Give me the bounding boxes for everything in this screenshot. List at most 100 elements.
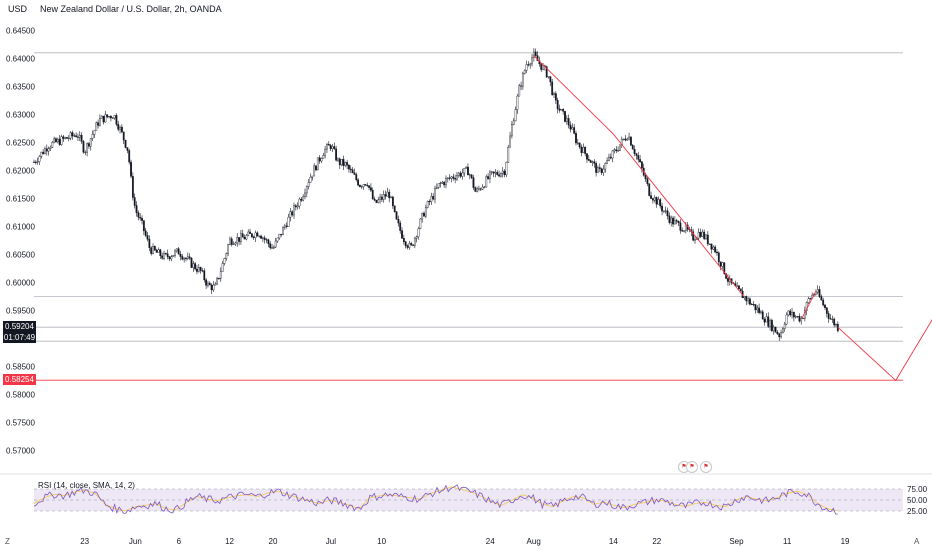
candle-body bbox=[77, 136, 79, 138]
symbol-title[interactable]: New Zealand Dollar / U.S. Dollar, 2h, OA… bbox=[40, 4, 222, 14]
x-axis-tick-label: Jun bbox=[129, 537, 142, 546]
candle-body bbox=[424, 207, 427, 217]
candle-body bbox=[769, 320, 771, 327]
candle-body bbox=[384, 194, 387, 197]
candle-body bbox=[736, 285, 739, 287]
candle-body bbox=[719, 261, 722, 267]
candle-body bbox=[302, 196, 305, 201]
candle-body bbox=[331, 146, 334, 149]
projection-path-drawing bbox=[837, 319, 932, 382]
candle-body bbox=[75, 135, 78, 138]
candle-body bbox=[315, 165, 317, 171]
candle-body bbox=[463, 167, 466, 174]
candle-body bbox=[489, 171, 491, 179]
candle-body bbox=[710, 243, 713, 250]
x-axis-tick-label: Jul bbox=[326, 537, 336, 546]
candle-body bbox=[333, 146, 336, 150]
auto-scale-button[interactable]: A bbox=[914, 537, 920, 546]
candle-body bbox=[421, 212, 424, 220]
candle-body bbox=[419, 218, 422, 229]
candle-body bbox=[617, 150, 620, 152]
candle-body bbox=[415, 236, 418, 239]
candle-body bbox=[126, 147, 129, 151]
economic-event-icon[interactable]: ⚑ bbox=[686, 461, 698, 473]
economic-event-icon[interactable]: ⚑ bbox=[700, 461, 712, 473]
candle-body bbox=[285, 225, 288, 227]
y-axis-tick-label: 0.58500 bbox=[6, 362, 35, 371]
candle-body bbox=[355, 174, 358, 180]
candle-body bbox=[582, 146, 585, 153]
x-axis-tick-label: 11 bbox=[783, 537, 792, 546]
target-price-tag: 0.58254 bbox=[3, 374, 36, 386]
candle-body bbox=[349, 168, 352, 171]
candle-body bbox=[106, 114, 109, 118]
candle-body bbox=[371, 190, 374, 200]
candle-body bbox=[437, 183, 440, 188]
candle-body bbox=[562, 109, 565, 112]
candle-body bbox=[296, 205, 299, 208]
candle-body bbox=[291, 211, 294, 216]
candle-body bbox=[778, 333, 781, 338]
candle-body bbox=[49, 147, 52, 149]
y-axis-tick-label: 0.61500 bbox=[6, 194, 35, 203]
candle-body bbox=[756, 307, 759, 311]
rsi-level-label: 50.00 bbox=[907, 496, 928, 505]
candle-body bbox=[739, 288, 742, 292]
rsi-indicator-label[interactable]: RSI (14, close, SMA, 14, 2) bbox=[38, 481, 135, 490]
candle-body bbox=[60, 136, 63, 145]
candle-body bbox=[783, 323, 786, 329]
y-axis-tick-label: 0.64000 bbox=[6, 54, 35, 63]
candle-body bbox=[155, 249, 158, 253]
candle-body bbox=[600, 168, 603, 173]
candle-body bbox=[66, 137, 68, 139]
candle-body bbox=[573, 127, 576, 134]
candle-body bbox=[53, 138, 56, 143]
candle-body bbox=[545, 66, 548, 78]
candle-body bbox=[271, 247, 273, 249]
candle-body bbox=[586, 153, 588, 160]
candle-body bbox=[492, 171, 495, 174]
candle-body bbox=[580, 146, 583, 153]
candle-body bbox=[516, 95, 519, 110]
y-axis-tick-label: 0.60500 bbox=[6, 250, 35, 259]
candle-body bbox=[47, 148, 50, 152]
candle-body bbox=[69, 132, 72, 139]
candle-body bbox=[309, 177, 312, 183]
candle-body bbox=[666, 210, 669, 217]
candle-body bbox=[754, 304, 757, 311]
candle-body bbox=[630, 136, 632, 146]
candle-body bbox=[166, 253, 169, 257]
candle-body bbox=[326, 144, 328, 150]
candle-body bbox=[692, 231, 695, 241]
candle-body bbox=[51, 141, 54, 148]
candle-body bbox=[560, 109, 563, 111]
candle-body bbox=[276, 237, 279, 242]
x-axis-tick-label: 23 bbox=[80, 537, 89, 546]
y-axis-tick-label: 0.58000 bbox=[6, 390, 35, 399]
candle-body bbox=[792, 312, 795, 318]
candle-body bbox=[71, 132, 74, 137]
candle-body bbox=[260, 235, 262, 239]
candle-body bbox=[108, 116, 110, 118]
candle-body bbox=[38, 156, 41, 162]
candle-body bbox=[342, 159, 345, 166]
candle-body bbox=[340, 159, 343, 166]
candle-body bbox=[282, 227, 284, 236]
candle-body bbox=[648, 183, 651, 196]
candle-body bbox=[131, 176, 134, 198]
x-axis-tick-label: Sep bbox=[729, 537, 744, 546]
y-axis-tick-label: 0.63000 bbox=[6, 110, 35, 119]
candle-body bbox=[56, 138, 59, 143]
candle-body bbox=[62, 136, 65, 139]
timezone-icon[interactable]: Z bbox=[5, 537, 10, 546]
candle-body bbox=[225, 253, 228, 259]
candle-body bbox=[551, 81, 554, 96]
candle-body bbox=[467, 166, 469, 176]
candle-body bbox=[42, 151, 45, 154]
candle-body bbox=[97, 122, 99, 126]
candle-body bbox=[564, 111, 566, 122]
candle-body bbox=[164, 253, 167, 255]
candle-body bbox=[521, 73, 524, 87]
